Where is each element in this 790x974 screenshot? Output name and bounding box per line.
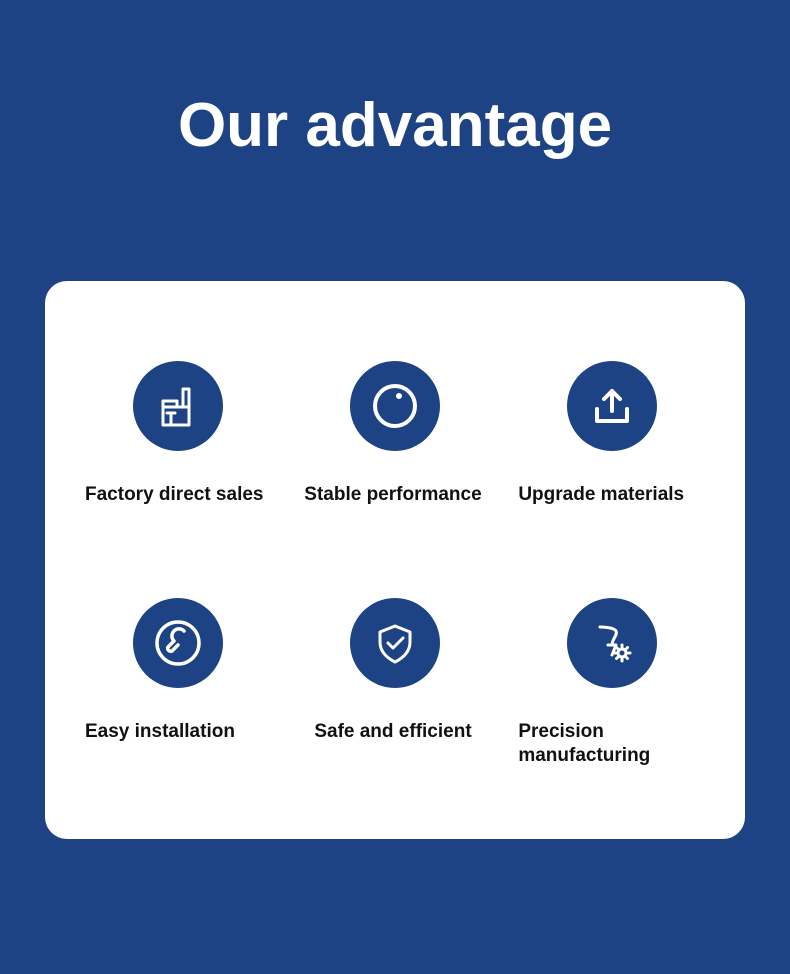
advantage-label: Stable performance xyxy=(292,483,499,508)
shield-icon xyxy=(350,598,440,688)
page-title: Our advantage xyxy=(0,0,790,161)
advantage-item: Easy installation xyxy=(75,598,282,769)
wrench-icon xyxy=(133,598,223,688)
advantage-item: Precision manufacturing xyxy=(508,598,715,769)
precision-icon xyxy=(567,598,657,688)
advantage-label: Easy installation xyxy=(75,720,282,745)
advantage-label: Upgrade materials xyxy=(508,483,715,508)
advantages-card: Factory direct sales Stable performance xyxy=(45,281,745,839)
advantage-item: Upgrade materials xyxy=(508,361,715,508)
advantage-label: Safe and efficient xyxy=(292,720,499,745)
upload-icon xyxy=(567,361,657,451)
advantage-item: Safe and efficient xyxy=(292,598,499,769)
advantages-grid: Factory direct sales Stable performance xyxy=(75,361,715,769)
factory-icon xyxy=(133,361,223,451)
advantage-label: Factory direct sales xyxy=(75,483,282,508)
advantage-item: Stable performance xyxy=(292,361,499,508)
gauge-icon xyxy=(350,361,440,451)
advantage-label: Precision manufacturing xyxy=(508,720,715,769)
advantage-item: Factory direct sales xyxy=(75,361,282,508)
